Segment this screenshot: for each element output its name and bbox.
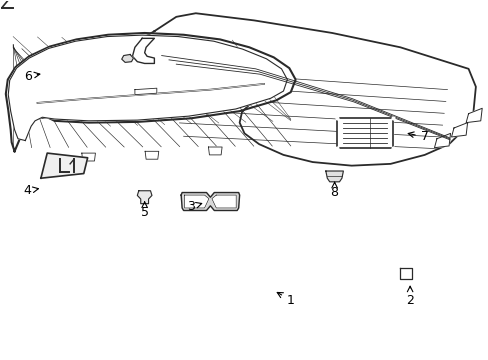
Text: 2: 2: [406, 286, 413, 307]
Polygon shape: [465, 108, 481, 123]
Polygon shape: [325, 171, 343, 182]
Text: 8: 8: [330, 182, 338, 199]
Text: 6: 6: [24, 69, 40, 82]
Polygon shape: [336, 118, 392, 148]
Polygon shape: [145, 151, 159, 159]
Polygon shape: [132, 39, 154, 63]
Text: 5: 5: [141, 202, 148, 219]
Polygon shape: [41, 153, 87, 178]
Polygon shape: [450, 123, 467, 137]
Polygon shape: [122, 54, 133, 62]
Polygon shape: [81, 153, 95, 161]
Polygon shape: [132, 13, 475, 166]
Text: 7: 7: [407, 130, 428, 144]
Polygon shape: [208, 147, 222, 155]
Polygon shape: [8, 35, 287, 140]
Polygon shape: [6, 33, 295, 151]
Polygon shape: [400, 268, 411, 279]
Polygon shape: [211, 195, 236, 208]
Text: 4: 4: [24, 184, 39, 197]
Polygon shape: [135, 88, 157, 95]
Text: 3: 3: [186, 201, 201, 213]
Polygon shape: [184, 195, 208, 208]
Polygon shape: [433, 134, 449, 148]
Polygon shape: [181, 193, 239, 211]
Polygon shape: [137, 191, 152, 204]
Text: 1: 1: [277, 292, 294, 307]
